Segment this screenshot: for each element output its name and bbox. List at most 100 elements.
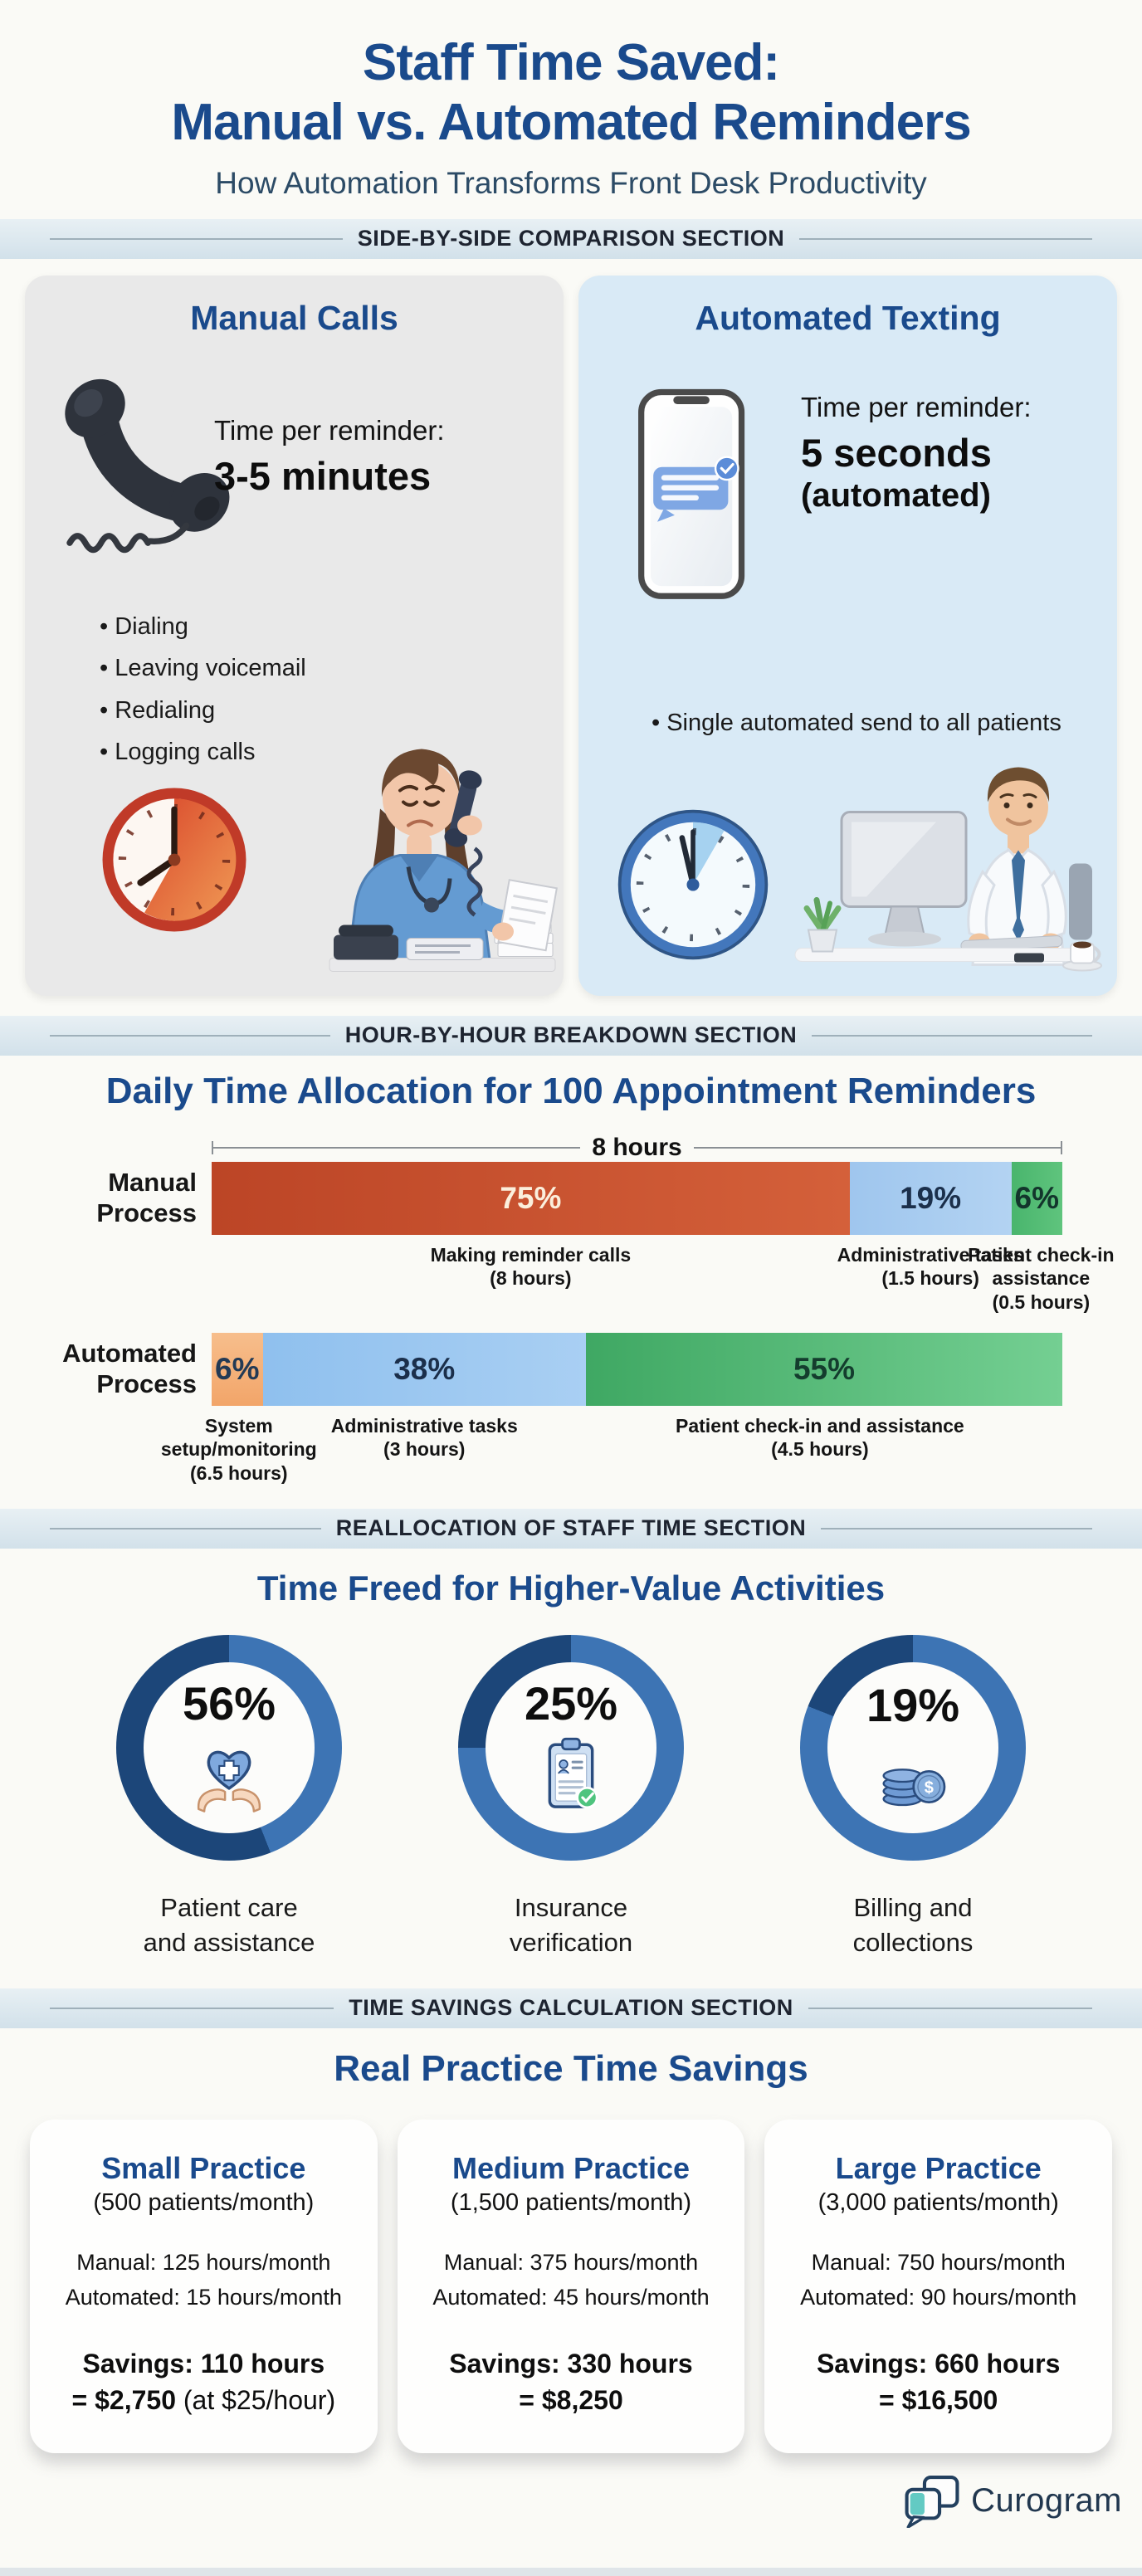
manual-process-row: Manual Process 75% 19% 6% (0, 1161, 1062, 1235)
curogram-logo-icon (905, 2476, 959, 2529)
medium-practice-card: Medium Practice (1,500 patients/month) M… (397, 2119, 745, 2454)
automated-time-label: Time per reminder: (801, 391, 1032, 422)
savings-title: Real Practice Time Savings (334, 2047, 808, 2089)
section-band-comparison: SIDE-BY-SIDE COMPARISON SECTION (0, 218, 1142, 259)
manual-task-item: Leaving voicemail (100, 647, 306, 689)
bar-segment-checkin: 6% (1011, 1161, 1062, 1235)
card-volume: (3,000 patients/month) (817, 2188, 1059, 2216)
automated-time-block: Time per reminder: 5 seconds (automated) (801, 392, 1100, 515)
segment-caption: Administrative tasks (3 hours) (300, 1414, 549, 1461)
bracket-line-left (212, 1146, 581, 1149)
caption-text: Making reminder calls (430, 1243, 632, 1266)
automated-process-row: Automated Process 6% 38% 55% (0, 1332, 1062, 1406)
manual-captions: Making reminder calls (8 hours) Administ… (212, 1235, 1115, 1333)
band-rule-right (821, 1527, 1092, 1530)
savings-rate-note: (at $25/hour) (183, 2384, 336, 2415)
donut-inner: 25% (486, 1661, 656, 1833)
section-band-reallocation-label: REALLOCATION OF STAFF TIME SECTION (335, 1515, 807, 1541)
band-rule-right (799, 237, 1092, 240)
card-title: Large Practice (835, 2150, 1042, 2185)
manual-calls-panel: Manual Calls Time per reminder: 3-5 minu… (25, 275, 564, 996)
manual-time-label: Time per reminder: (214, 414, 445, 446)
donut-label-line: verification (509, 1927, 633, 1957)
automated-panel-title: Automated Texting (695, 298, 1001, 337)
bracket-line-right (693, 1146, 1063, 1149)
donut-chart-group: 56% Patient care and assistance 25% (0, 1634, 1142, 1960)
donut-label-line: and assistance (143, 1927, 315, 1957)
card-savings-hours: Savings: 660 hours (816, 2348, 1061, 2378)
segment-caption: System setup/monitoring (6.5 hours) (156, 1414, 322, 1486)
large-practice-card: Large Practice (3,000 patients/month) Ma… (764, 2119, 1113, 2454)
manual-task-item: Logging calls (100, 731, 306, 773)
page-subtitle: How Automation Transforms Front Desk Pro… (215, 165, 927, 200)
automated-texting-panel: Automated Texting Time per (578, 275, 1117, 996)
donut-label: Billing and collections (800, 1891, 1026, 1960)
card-savings: Savings: 330 hours = $8,250 (412, 2345, 730, 2418)
axis-label: 8 hours (592, 1133, 682, 1161)
donut-ring: 25% (458, 1634, 684, 1861)
donut-label-line: collections (852, 1927, 974, 1957)
automated-process-label: Automated Process (62, 1339, 197, 1398)
card-title: Medium Practice (451, 2150, 691, 2185)
automated-task-list: Single automated send to all patients (652, 707, 1066, 739)
phone-handset-icon (65, 378, 230, 553)
band-rule-left (50, 237, 343, 240)
card-hours: Manual: 750 hours/month Automated: 90 ho… (779, 2245, 1097, 2315)
overtime-clock-icon (102, 788, 246, 932)
automated-time-note: (automated) (801, 476, 991, 514)
donut-ring: 56% (116, 1634, 342, 1861)
axis-bracket: 8 hours (212, 1133, 1063, 1162)
automated-task-item: Single automated send to all patients (652, 707, 1066, 739)
stacked-bar-chart: 8 hours Manual Process 75% 19% 6% (0, 1134, 1142, 1504)
savings-amount: = $16,500 (879, 2384, 998, 2415)
card-volume: (1,500 patients/month) (450, 2188, 692, 2216)
segment-value: 75% (500, 1180, 562, 1215)
caption-hours: (4.5 hours) (771, 1438, 869, 1461)
heart-in-hands-icon (197, 1751, 261, 1813)
card-manual-hours: Manual: 375 hours/month (443, 2249, 699, 2275)
card-savings-hours: Savings: 110 hours (82, 2348, 325, 2378)
smartphone-message-icon (638, 388, 745, 599)
manual-time-value: 3-5 minutes (214, 453, 432, 498)
donut-patient-care: 56% Patient care and assistance (116, 1634, 342, 1960)
donut-inner: 19% $ (827, 1661, 998, 1833)
segment-value: 19% (900, 1180, 962, 1215)
caption-hours: (1.5 hours) (881, 1267, 979, 1290)
caption-text: Patient check-in assistance (968, 1243, 1115, 1290)
donut-value: 25% (524, 1677, 618, 1730)
axis-bracket-row: 8 hours (0, 1133, 1063, 1162)
donut-insurance: 25% (458, 1634, 684, 1960)
section-band-breakdown-label: HOUR-BY-HOUR BREAKDOWN SECTION (344, 1022, 798, 1048)
quick-time-clock-icon (617, 809, 769, 960)
relaxed-staff-illustration (794, 767, 1102, 972)
coins-icon: $ (882, 1769, 946, 1807)
bar-segment-admin-tasks: 19% (849, 1161, 1012, 1235)
insurance-clipboard-icon (548, 1738, 598, 1809)
bar-segment-system-setup: 6% (212, 1332, 263, 1406)
card-manual-hours: Manual: 125 hours/month (76, 2249, 331, 2275)
donut-label-line: Insurance (514, 1892, 628, 1922)
savings-amount: = $8,250 (519, 2384, 623, 2415)
comparison-section: Manual Calls Time per reminder: 3-5 minu… (0, 259, 1142, 1016)
segment-caption: Making reminder calls (8 hours) (406, 1243, 655, 1290)
section-band-breakdown: HOUR-BY-HOUR BREAKDOWN SECTION (0, 1015, 1142, 1056)
card-savings-amount: = $2,750 (at $25/hour) (45, 2382, 363, 2418)
manual-time-block: Time per reminder: 3-5 minutes (214, 415, 513, 499)
page-title: Staff Time Saved: Manual vs. Automated R… (0, 33, 1142, 153)
donut-label: Patient care and assistance (116, 1891, 342, 1960)
savings-cards: Small Practice (500 patients/month) Manu… (0, 2119, 1142, 2454)
donut-inner: 56% (144, 1661, 315, 1833)
section-band-savings-label: TIME SAVINGS CALCULATION SECTION (349, 1995, 793, 2020)
caption-text: Patient check-in and assistance (676, 1414, 964, 1437)
savings-amount: = $2,750 (71, 2384, 183, 2415)
donut-billing: 19% $ Billing and (800, 1634, 1026, 1960)
brand-logo: Curogram (901, 2473, 1122, 2529)
card-savings-hours: Savings: 330 hours (449, 2348, 693, 2378)
band-rule-right (808, 2007, 1092, 2009)
automated-process-bar: 6% 38% 55% (212, 1332, 1062, 1406)
small-practice-card: Small Practice (500 patients/month) Manu… (30, 2119, 378, 2454)
brand-name: Curogram (971, 2481, 1122, 2519)
manual-task-list: Dialing Leaving voicemail Redialing Logg… (100, 606, 306, 773)
segment-value: 38% (393, 1351, 456, 1386)
